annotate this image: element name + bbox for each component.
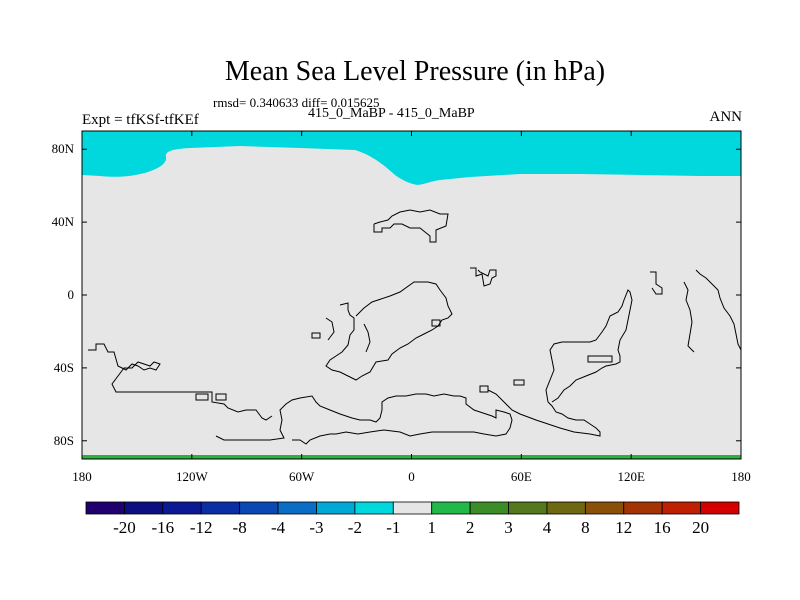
colorbar-label: -3 — [309, 518, 323, 537]
colorbar-swatch — [546, 501, 586, 515]
colorbar-swatch — [316, 501, 356, 515]
plot-title: Mean Sea Level Pressure (in hPa) — [224, 56, 606, 87]
colorbar-swatch — [623, 501, 663, 515]
coastline-pacific-east — [695, 269, 742, 351]
colorbar-swatch — [162, 501, 202, 515]
colorbar-label: 20 — [692, 518, 709, 537]
coastline-mideast — [470, 267, 497, 287]
negative-anomaly-region — [82, 131, 741, 185]
rmsd-diff-stats: rmsd= 0.340633 diff= 0.015625 — [213, 95, 380, 110]
island-2 — [431, 319, 441, 327]
y-tick-label: 80S — [54, 433, 74, 448]
island-1 — [311, 332, 321, 339]
colorbar-label: 16 — [654, 518, 671, 537]
colorbar-label: -8 — [233, 518, 247, 537]
x-tick-label: 0 — [408, 469, 415, 484]
coastline-europe — [373, 209, 449, 243]
colorbar-label: 12 — [615, 518, 632, 537]
coastline-pacific-west — [88, 343, 273, 421]
colorbar-label: -2 — [348, 518, 362, 537]
colorbar-swatch — [239, 501, 279, 515]
coastline-east-edge — [650, 271, 663, 295]
coastline-asia-east — [545, 289, 633, 403]
y-tick-label: 40S — [54, 360, 74, 375]
colorbar-swatch — [85, 501, 125, 515]
x-tick-label: 60E — [511, 469, 532, 484]
coastline-africa-south — [363, 323, 371, 353]
colorbar-label: 1 — [427, 518, 436, 537]
colorbar-swatch — [584, 501, 625, 515]
colorbar-swatch — [124, 501, 164, 515]
colorbar-label: -20 — [113, 518, 136, 537]
island-7 — [587, 355, 613, 363]
plot-subtitle: 415_0_MaBP - 415_0_MaBP — [308, 106, 475, 121]
colorbar-swatch — [469, 501, 509, 515]
colorbar-swatch — [661, 501, 701, 515]
coastlines — [88, 209, 742, 445]
coastline-pacific-east-2 — [683, 281, 695, 353]
x-tick-label: 120W — [176, 469, 209, 484]
colorbar-label: -16 — [151, 518, 174, 537]
colorbar-swatch — [277, 501, 317, 515]
coastline-southern-main — [325, 281, 453, 381]
island-6 — [215, 393, 227, 401]
x-tick-label: 120E — [617, 469, 645, 484]
island-5 — [195, 393, 209, 401]
y-tick-label: 0 — [68, 287, 75, 302]
colorbar-label: 4 — [543, 518, 552, 537]
y-tick-label: 80N — [52, 141, 75, 156]
x-tick-label: 60W — [289, 469, 315, 484]
colorbar-swatch — [431, 501, 471, 515]
island-4 — [479, 385, 489, 393]
colorbar-label: 2 — [466, 518, 475, 537]
x-tick-label: 180 — [731, 469, 751, 484]
season-label: ANN — [709, 109, 743, 125]
x-tick-label: 180 — [72, 469, 92, 484]
coastline-australia — [487, 389, 601, 437]
colorbar-swatch — [392, 501, 433, 515]
colorbar-swatch — [508, 501, 548, 515]
x-axis: 180 120W 60W 0 60E 120E 180 — [72, 131, 751, 484]
colorbar-label: -12 — [190, 518, 213, 537]
island-3 — [513, 379, 525, 386]
colorbar-label: 3 — [504, 518, 513, 537]
colorbar-swatch — [700, 501, 740, 515]
colorbar: -20 -16 -12 -8 -4 -3 -2 -1 1 2 3 4 8 12 16 20 — [85, 501, 740, 537]
y-tick-label: 40N — [52, 214, 75, 229]
coastline-antarctic — [215, 393, 513, 445]
colorbar-swatch — [200, 501, 241, 515]
coastline-northwest-indent — [325, 317, 335, 341]
colorbar-label: 8 — [581, 518, 590, 537]
colorbar-swatch — [354, 501, 394, 515]
colorbar-label: -4 — [271, 518, 286, 537]
colorbar-label: -1 — [386, 518, 400, 537]
experiment-label: Expt = tfKSf-tfKEf — [82, 112, 199, 128]
y-axis: 80N 40N 0 40S 80S — [52, 141, 741, 448]
